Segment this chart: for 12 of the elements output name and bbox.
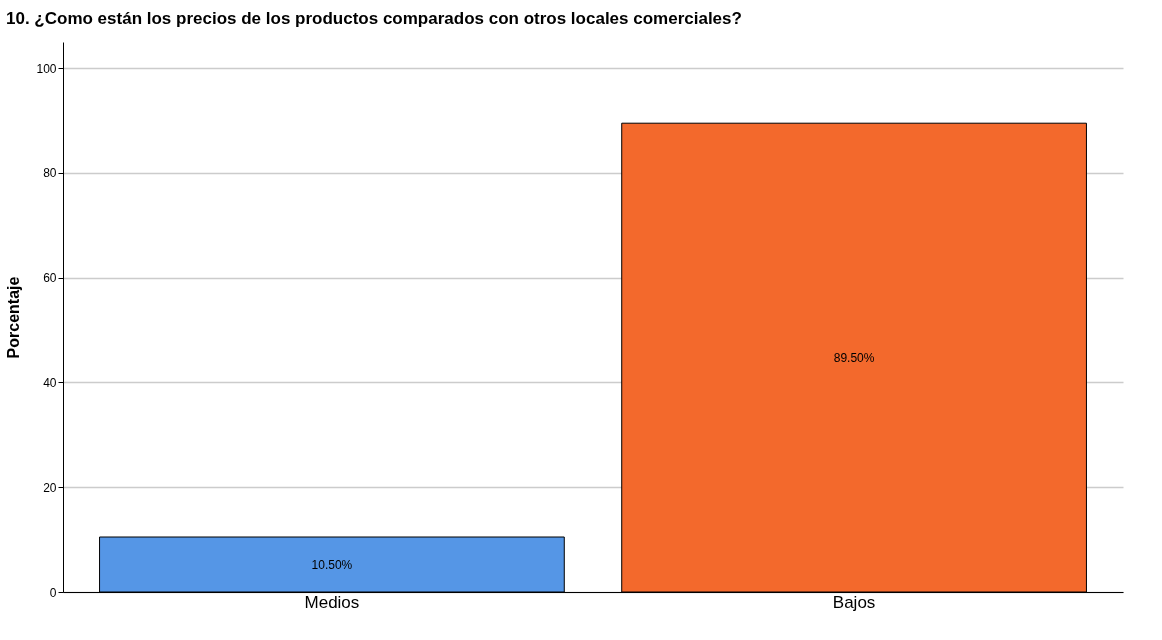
y-tick-label: 60 xyxy=(43,271,57,286)
y-tick-label: 0 xyxy=(49,585,57,600)
y-tick-label: 40 xyxy=(43,375,57,390)
y-axis-title: Porcentaje xyxy=(5,276,23,359)
data-label: 89.50% xyxy=(833,350,875,365)
y-tick-label: 100 xyxy=(36,61,57,76)
data-label: 10.50% xyxy=(311,557,353,572)
y-tick-label: 20 xyxy=(43,480,57,495)
y-tick-label: 80 xyxy=(43,166,57,181)
x-tick-label: Medios xyxy=(304,592,360,612)
chart-title: 10. ¿Como están los precios de los productos comparados con otros locales comerciales? xyxy=(5,9,742,28)
x-tick-label: Bajos xyxy=(832,592,876,612)
